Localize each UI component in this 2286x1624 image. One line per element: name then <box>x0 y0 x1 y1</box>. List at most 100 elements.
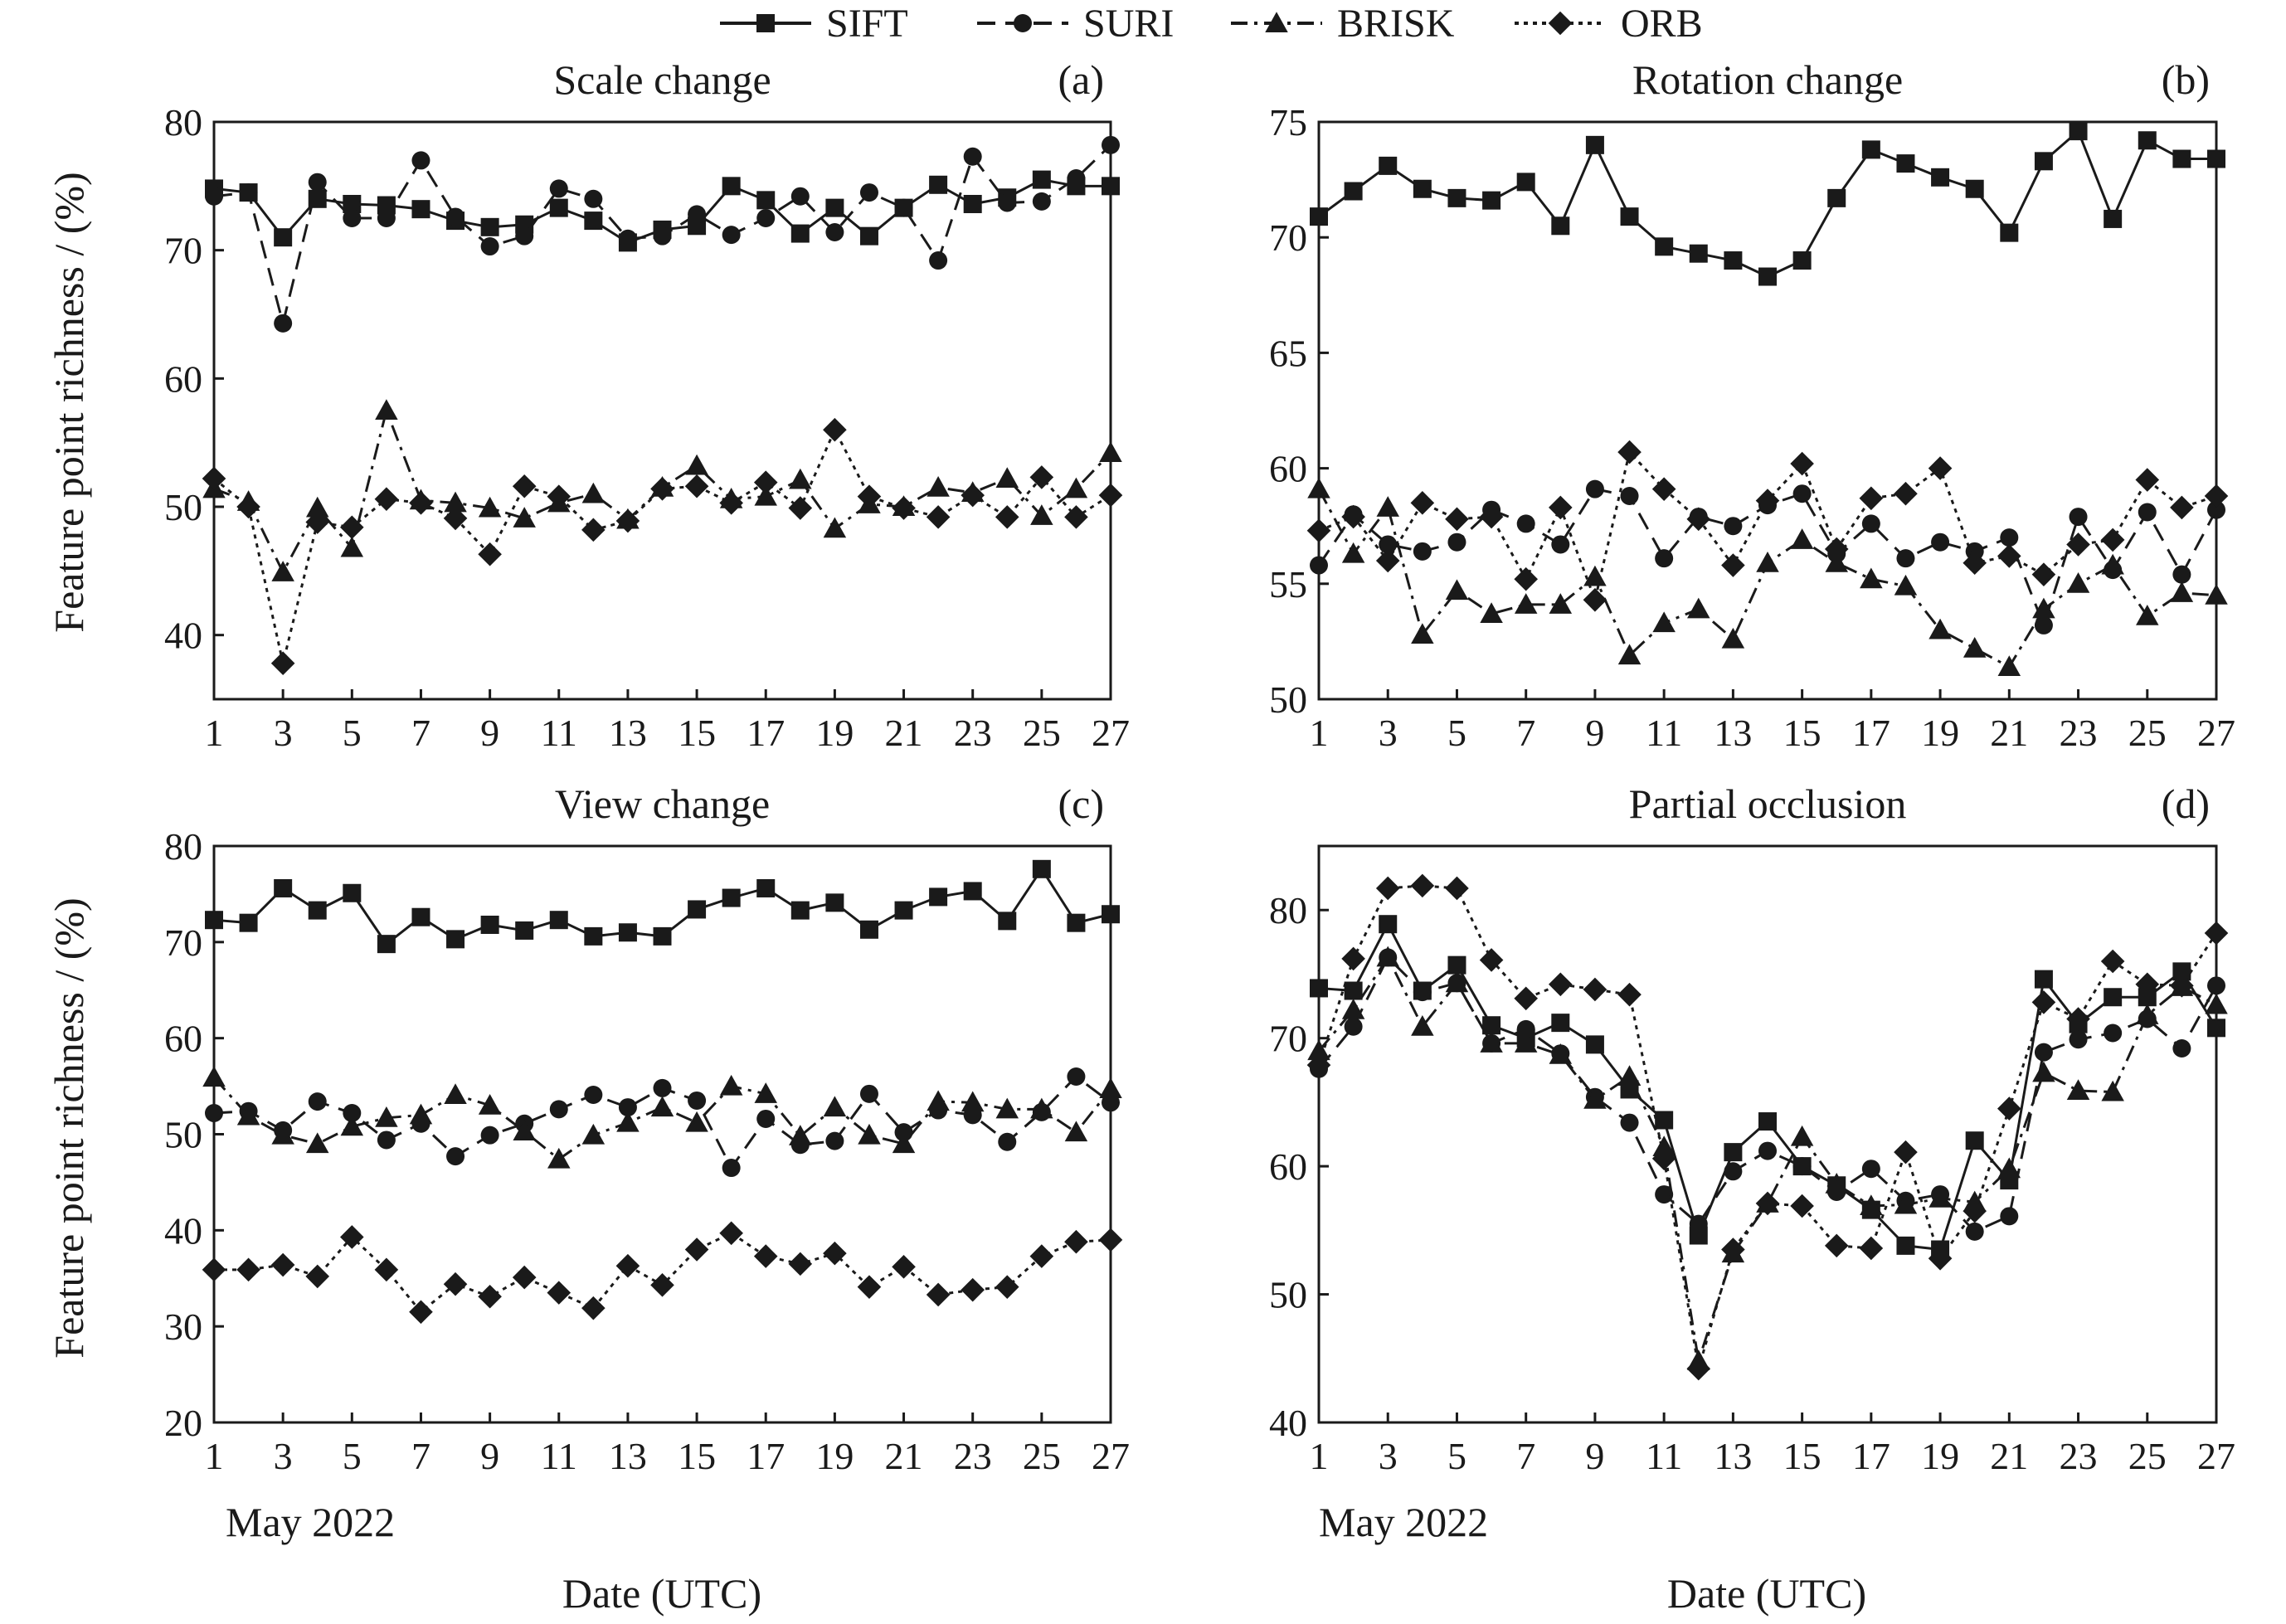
data-point-brisk <box>1514 593 1538 614</box>
data-point-orb <box>202 466 226 491</box>
data-point-orb <box>961 483 985 508</box>
data-point-orb <box>1445 507 1469 532</box>
data-point-brisk <box>616 1111 640 1132</box>
data-point-brisk <box>2170 581 2194 602</box>
data-point-sift <box>2138 988 2157 1007</box>
x-tick-label: 1 <box>205 1435 224 1477</box>
data-point-orb <box>2170 495 2194 520</box>
data-point-sift <box>549 198 568 217</box>
data-point-brisk <box>1997 1157 2021 1179</box>
data-point-brisk <box>2032 597 2055 619</box>
legend-item-brisk: BRISK <box>1231 2 1455 46</box>
data-point-sift <box>1067 913 1086 932</box>
data-point-orb <box>857 1275 882 1299</box>
data-point-orb <box>1514 986 1538 1011</box>
data-point-sift <box>1792 251 1812 270</box>
data-point-suri <box>2000 1207 2019 1226</box>
data-point-brisk <box>2205 583 2228 605</box>
data-point-sift <box>2069 122 2088 141</box>
x-tick-label: 15 <box>1783 1435 1822 1477</box>
legend-marker-sift <box>756 14 775 32</box>
x-tick-label: 21 <box>1990 1435 2028 1477</box>
data-point-sift <box>1102 905 1120 924</box>
data-point-suri <box>929 251 948 270</box>
x-tick-label: 21 <box>1990 712 2028 754</box>
data-point-orb <box>892 1255 916 1279</box>
y-tick-label: 60 <box>1269 1145 1307 1188</box>
legend-item-sift: SIFT <box>720 2 908 46</box>
data-point-sift <box>756 878 776 897</box>
data-point-orb <box>1859 1236 1884 1261</box>
data-point-sift <box>1344 182 1363 201</box>
data-point-orb <box>305 510 330 534</box>
data-point-orb <box>1514 566 1538 591</box>
x-tick-label: 17 <box>747 1435 785 1477</box>
data-point-brisk <box>1099 1077 1122 1099</box>
data-point-orb <box>615 1253 640 1278</box>
data-point-suri <box>2172 1039 2191 1058</box>
x-tick-label: 13 <box>609 712 647 754</box>
data-point-orb <box>650 1273 674 1297</box>
data-point-orb <box>1410 873 1435 898</box>
data-point-suri <box>1344 1017 1363 1036</box>
data-point-orb <box>684 474 709 498</box>
data-point-brisk <box>754 484 777 506</box>
data-point-suri <box>756 209 776 227</box>
data-point-orb <box>1617 440 1642 464</box>
data-point-suri <box>618 229 637 248</box>
data-point-suri <box>549 179 568 198</box>
data-point-brisk <box>1963 637 1987 658</box>
data-point-orb <box>2204 921 2229 946</box>
data-point-brisk <box>478 1094 502 1115</box>
x-tick-label: 23 <box>2060 1435 2098 1477</box>
data-point-sift <box>790 224 810 243</box>
data-point-brisk <box>1445 971 1469 993</box>
data-point-brisk <box>685 454 708 475</box>
data-point-sift <box>894 901 913 920</box>
y-tick-label: 50 <box>164 1114 202 1156</box>
data-point-orb <box>1894 1140 1918 1165</box>
data-point-sift <box>825 198 844 217</box>
data-point-orb <box>1064 505 1088 529</box>
data-point-suri <box>308 1092 327 1111</box>
data-point-suri <box>1067 169 1086 188</box>
data-point-orb <box>1928 456 1953 480</box>
data-point-orb <box>961 1277 985 1302</box>
data-point-brisk <box>1549 593 1573 614</box>
data-point-orb <box>1755 1191 1780 1216</box>
data-point-sift <box>1931 168 1950 187</box>
data-point-brisk <box>719 1074 743 1096</box>
data-point-orb <box>2031 990 2056 1014</box>
data-point-orb <box>202 1257 226 1282</box>
x-tick-label: 5 <box>343 1435 362 1477</box>
series-line-brisk <box>212 1077 1112 1161</box>
data-point-brisk <box>789 468 812 489</box>
data-point-orb <box>512 474 537 498</box>
data-point-sift <box>1551 216 1570 236</box>
x-tick-label: 15 <box>678 712 716 754</box>
x-tick-label: 1 <box>1310 1435 1329 1477</box>
x-tick-label: 5 <box>1447 712 1466 754</box>
x-tick-label: 13 <box>1714 1435 1752 1477</box>
data-point-sift <box>446 930 465 949</box>
panel-label-d: (d) <box>2162 780 2210 827</box>
data-point-suri <box>1379 535 1398 554</box>
data-point-brisk <box>340 1115 364 1136</box>
data-point-orb <box>788 496 813 520</box>
data-point-suri <box>894 1123 913 1142</box>
data-point-sift <box>2104 988 2123 1007</box>
x-tick-label: 27 <box>2197 1435 2235 1477</box>
data-point-sift <box>549 911 568 930</box>
panel-label-a: (a) <box>1058 56 1105 103</box>
data-point-brisk <box>1099 441 1122 463</box>
data-point-orb <box>443 506 468 531</box>
legend-label-suri: SURI <box>1083 2 1174 46</box>
data-point-brisk <box>1376 946 1399 967</box>
data-point-brisk <box>1929 618 1952 639</box>
data-point-sift <box>1379 156 1398 175</box>
data-point-suri <box>1447 532 1466 552</box>
data-point-brisk <box>547 1147 571 1169</box>
legend-label-sift: SIFT <box>826 2 908 46</box>
